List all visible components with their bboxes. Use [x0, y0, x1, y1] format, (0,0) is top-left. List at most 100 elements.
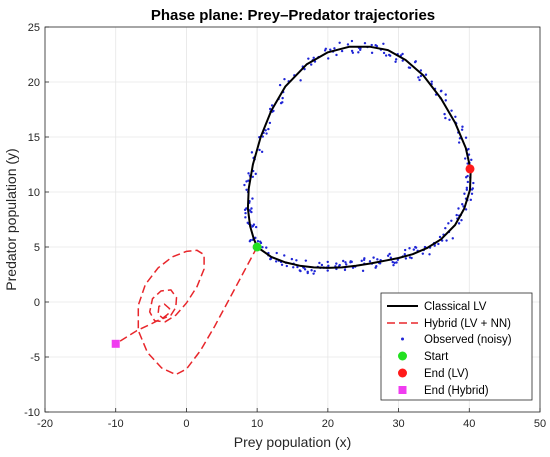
- observed-point: [350, 39, 354, 43]
- observed-point: [444, 99, 447, 102]
- observed-point: [313, 269, 316, 273]
- observed-point: [440, 89, 443, 92]
- observed-point: [351, 266, 355, 269]
- legend-label-start: Start: [424, 351, 449, 363]
- observed-point: [445, 239, 448, 242]
- observed-point: [260, 150, 264, 154]
- observed-point: [303, 268, 307, 271]
- observed-point: [466, 174, 469, 178]
- observed-point: [326, 269, 329, 272]
- observed-point: [295, 259, 298, 262]
- observed-point: [245, 188, 248, 191]
- observed-point: [304, 259, 308, 262]
- observed-point: [296, 265, 299, 269]
- observed-point: [351, 51, 355, 55]
- observed-point: [249, 238, 252, 242]
- observed-point: [318, 261, 321, 265]
- observed-point: [281, 96, 284, 100]
- observed-point: [326, 260, 329, 264]
- observed-point: [438, 235, 442, 239]
- legend-swatch-observed: [401, 337, 404, 341]
- observed-point: [384, 54, 388, 57]
- observed-point: [464, 208, 468, 211]
- observed-point: [312, 56, 315, 59]
- observed-point: [310, 269, 313, 272]
- observed-point: [454, 115, 457, 119]
- observed-point: [312, 272, 315, 275]
- legend-label-observed: Observed (noisy): [424, 334, 512, 346]
- observed-point: [382, 42, 385, 45]
- observed-point: [460, 218, 463, 222]
- observed-point: [357, 51, 360, 54]
- y-axis-label: Predator population (y): [3, 148, 19, 290]
- observed-point: [419, 69, 423, 72]
- observed-point: [264, 129, 267, 132]
- observed-point: [333, 47, 336, 50]
- observed-point: [370, 43, 373, 47]
- observed-point: [472, 181, 475, 185]
- observed-point: [450, 109, 453, 112]
- observed-point: [376, 258, 379, 261]
- observed-point: [433, 244, 436, 247]
- observed-point: [335, 53, 338, 57]
- observed-point: [329, 48, 332, 51]
- observed-point: [363, 41, 367, 45]
- y-tick-label: -5: [30, 352, 40, 364]
- observed-point: [248, 209, 252, 212]
- observed-point: [394, 60, 397, 63]
- y-tick-label: -10: [24, 407, 40, 419]
- observed-point: [414, 246, 418, 249]
- y-tick-label: 0: [34, 297, 40, 309]
- observed-point: [362, 258, 366, 262]
- observed-point: [403, 253, 406, 256]
- observed-point: [270, 104, 274, 107]
- observed-point: [393, 261, 396, 265]
- observed-point: [374, 43, 377, 47]
- observed-point: [350, 49, 354, 53]
- observed-point: [261, 245, 264, 249]
- observed-point: [243, 183, 246, 187]
- end-hybrid-marker: [111, 339, 120, 348]
- x-tick-label: 10: [251, 418, 263, 430]
- observed-point: [389, 256, 393, 259]
- y-tick-label: 10: [28, 187, 40, 199]
- observed-point: [250, 207, 253, 210]
- observed-point: [338, 41, 341, 44]
- observed-point: [428, 253, 431, 256]
- observed-point: [250, 151, 254, 154]
- observed-point: [460, 128, 464, 131]
- observed-point: [274, 260, 278, 263]
- observed-point: [346, 43, 350, 46]
- observed-point: [421, 252, 425, 255]
- legend-swatch-start: [398, 351, 407, 361]
- x-axis-label: Prey population (x): [234, 434, 352, 450]
- legend-swatch-end-hybrid: [398, 386, 407, 394]
- observed-point: [245, 180, 248, 183]
- observed-point: [247, 172, 250, 175]
- observed-point: [265, 132, 268, 135]
- observed-point: [401, 52, 404, 56]
- observed-point: [408, 256, 412, 259]
- observed-point: [437, 242, 440, 246]
- observed-point: [323, 49, 327, 52]
- observed-point: [251, 224, 255, 228]
- observed-point: [469, 198, 473, 202]
- observed-point: [448, 118, 451, 122]
- observed-point: [275, 251, 278, 255]
- observed-point: [391, 260, 394, 264]
- legend-label-end-lv: End (LV): [424, 368, 469, 380]
- chart-title: Phase plane: Prey–Predator trajectories: [151, 7, 435, 24]
- observed-point: [444, 116, 447, 120]
- observed-point: [444, 93, 447, 96]
- legend-label-end-hybrid: End (Hybrid): [424, 385, 489, 397]
- observed-point: [299, 79, 302, 82]
- observed-point: [403, 248, 407, 252]
- observed-point: [461, 203, 464, 206]
- x-tick-label: 0: [183, 418, 189, 430]
- legend-label-classical: Classical LV: [424, 301, 487, 313]
- observed-point: [372, 256, 375, 259]
- observed-point: [404, 257, 408, 260]
- observed-point: [455, 213, 458, 217]
- observed-point: [256, 240, 260, 243]
